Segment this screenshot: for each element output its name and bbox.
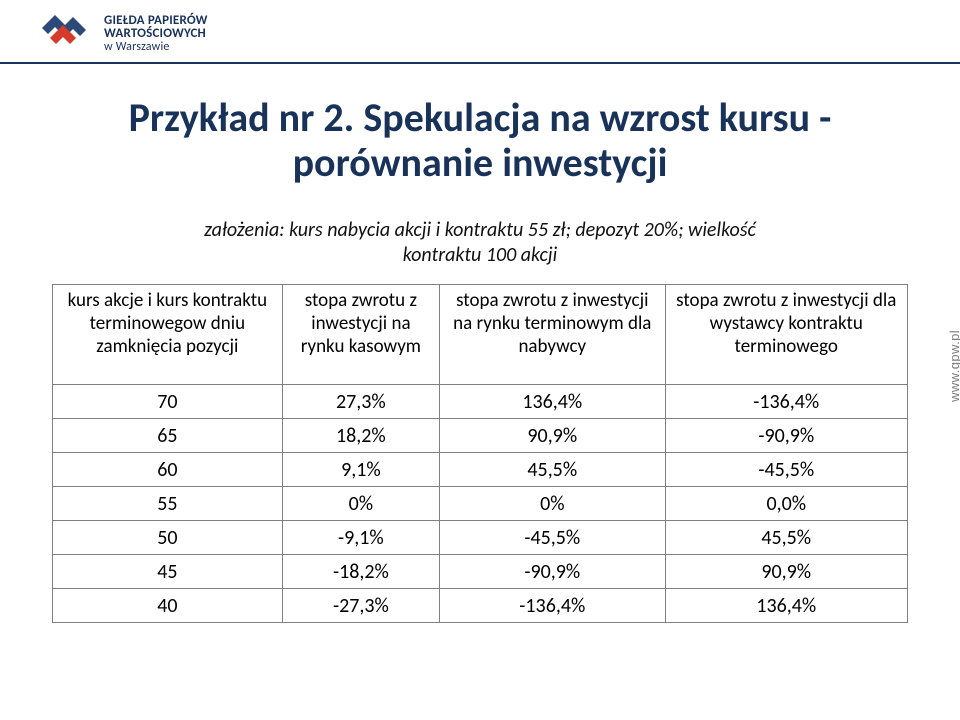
table-row: 70 27,3% 136,4% -136,4% xyxy=(53,385,908,419)
table-row: 60 9,1% 45,5% -45,5% xyxy=(53,453,908,487)
cell: -18,2% xyxy=(282,555,439,589)
table-row: 50 -9,1% -45,5% 45,5% xyxy=(53,521,908,555)
assumptions-line2: kontraktu 100 akcji xyxy=(0,243,960,268)
table-row: 55 0% 0% 0,0% xyxy=(53,487,908,521)
table-header-row: kurs akcje i kurs kontraktu terminowegow… xyxy=(53,285,908,385)
cell: -45,5% xyxy=(440,521,665,555)
comparison-table-wrap: kurs akcje i kurs kontraktu terminowegow… xyxy=(52,284,908,623)
table-row: 40 -27,3% -136,4% 136,4% xyxy=(53,589,908,623)
table-row: 45 -18,2% -90,9% 90,9% xyxy=(53,555,908,589)
cell: -27,3% xyxy=(282,589,439,623)
cell: -136,4% xyxy=(665,385,908,419)
col-header-1: kurs akcje i kurs kontraktu terminowegow… xyxy=(53,285,283,385)
table-row: 65 18,2% 90,9% -90,9% xyxy=(53,419,908,453)
gpw-logo-icon xyxy=(38,8,90,59)
title-line1: Przykład nr 2. Spekulacja na wzrost kurs… xyxy=(0,96,960,141)
cell: -90,9% xyxy=(440,555,665,589)
col-header-3: stopa zwrotu z inwestycji na rynku termi… xyxy=(440,285,665,385)
comparison-table: kurs akcje i kurs kontraktu terminowegow… xyxy=(52,284,908,623)
cell: -90,9% xyxy=(665,419,908,453)
cell: 136,4% xyxy=(665,589,908,623)
cell: 60 xyxy=(53,453,283,487)
cell: 65 xyxy=(53,419,283,453)
cell: 55 xyxy=(53,487,283,521)
col-header-2: stopa zwrotu z inwestycji na rynku kasow… xyxy=(282,285,439,385)
cell: 45,5% xyxy=(440,453,665,487)
cell: 90,9% xyxy=(665,555,908,589)
cell: 45 xyxy=(53,555,283,589)
cell: 45,5% xyxy=(665,521,908,555)
title-line2: porównanie inwestycji xyxy=(0,141,960,186)
assumptions-text: założenia: kurs nabycia akcji i kontrakt… xyxy=(0,218,960,268)
cell: 0,0% xyxy=(665,487,908,521)
cell: 18,2% xyxy=(282,419,439,453)
cell: 136,4% xyxy=(440,385,665,419)
slide-title: Przykład nr 2. Spekulacja na wzrost kurs… xyxy=(0,96,960,186)
brand-name: GIEŁDA PAPIERÓW WARTOŚCIOWYCH w Warszawi… xyxy=(104,14,208,54)
assumptions-line1: założenia: kurs nabycia akcji i kontrakt… xyxy=(0,218,960,243)
cell: -136,4% xyxy=(440,589,665,623)
cell: -45,5% xyxy=(665,453,908,487)
brand-logo-area: GIEŁDA PAPIERÓW WARTOŚCIOWYCH w Warszawi… xyxy=(38,8,208,59)
cell: -9,1% xyxy=(282,521,439,555)
cell: 40 xyxy=(53,589,283,623)
site-url: www.gpw.pl xyxy=(947,330,960,402)
brand-line2: WARTOŚCIOWYCH xyxy=(104,27,208,41)
cell: 9,1% xyxy=(282,453,439,487)
slide: GIEŁDA PAPIERÓW WARTOŚCIOWYCH w Warszawi… xyxy=(0,0,960,720)
cell: 0% xyxy=(282,487,439,521)
cell: 27,3% xyxy=(282,385,439,419)
cell: 0% xyxy=(440,487,665,521)
brand-line3: w Warszawie xyxy=(104,41,208,54)
cell: 90,9% xyxy=(440,419,665,453)
cell: 70 xyxy=(53,385,283,419)
col-header-4: stopa zwrotu z inwestycji dla wystawcy k… xyxy=(665,285,908,385)
cell: 50 xyxy=(53,521,283,555)
